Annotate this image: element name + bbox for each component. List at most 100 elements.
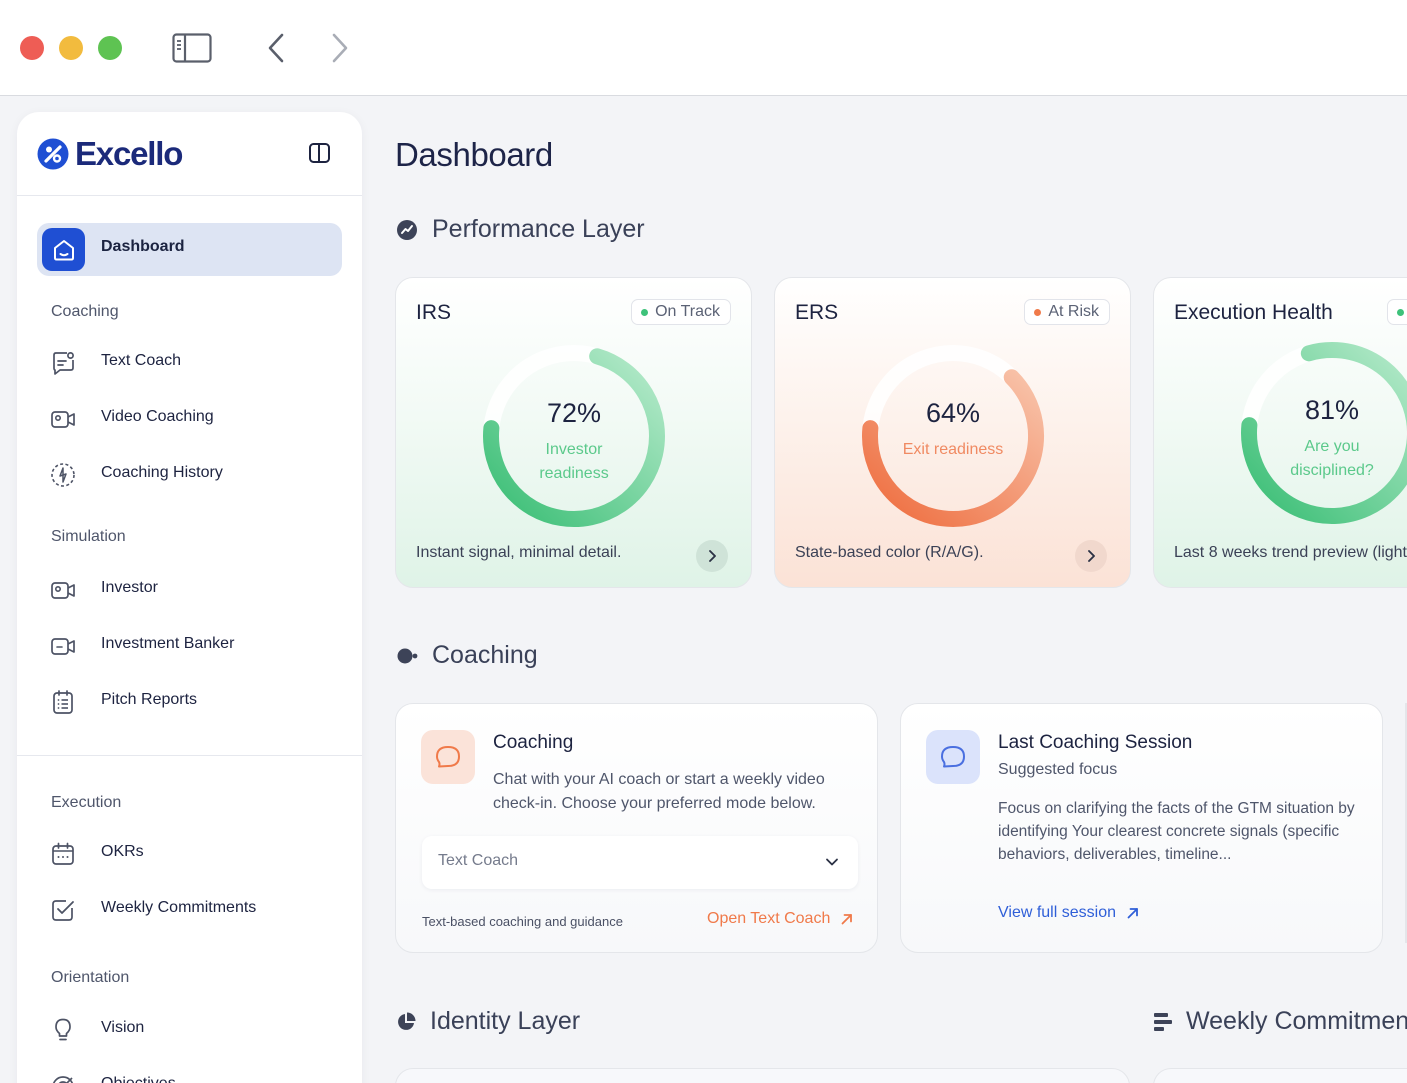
sidebar-section-orientation: Orientation [51,969,130,986]
home-icon [42,228,85,271]
sidebar-item-label: Dashboard [101,238,185,255]
status-badge: At Risk [1024,299,1110,325]
card-title: ERS [795,301,839,324]
view-full-session-link[interactable]: View full session [998,904,1140,922]
open-ers-button[interactable] [1075,540,1107,572]
card-title: Execution Health [1174,301,1333,324]
list-icon [1154,1012,1172,1031]
sidebar-item-text-coach[interactable]: Text Coach [47,342,342,382]
open-text-coach-link[interactable]: Open Text Coach [707,910,854,928]
arrow-up-right-icon [1127,908,1138,919]
maximize-window-button[interactable] [98,36,122,60]
close-window-button[interactable] [20,36,44,60]
sidebar-item-objectives[interactable]: Objectives [47,1065,342,1083]
ers-card[interactable]: ERS At Risk 64% Exit readiness State-bas… [774,277,1131,588]
sidebar-item-okrs[interactable]: OKRs [47,833,342,873]
card-description: Chat with your AI coach or start a weekl… [493,771,825,812]
minimize-window-button[interactable] [59,36,83,60]
section-title: Performance Layer [432,215,645,243]
status-dot [641,308,649,316]
sidebar-toggle-icon[interactable] [172,30,212,66]
coaching-mode-select[interactable]: Text Coach [422,836,858,889]
execution-health-card[interactable]: Execution Health 81% Are you disciplined… [1153,277,1407,588]
sidebar-item-label: Investor [101,579,158,596]
status-dot [1397,308,1404,316]
sidebar-item-vision[interactable]: Vision [47,1009,342,1049]
sidebar-item-pitch-reports[interactable]: Pitch Reports [47,681,342,721]
sidebar-item-label: Vision [101,1019,145,1036]
sidebar: Excello Dashboard Coaching Text Coach Vi… [17,112,362,1083]
history-icon [49,461,77,489]
card-footer-text: State-based color (R/A/G). [795,544,984,561]
calendar-icon [49,840,77,868]
sidebar-item-label: Investment Banker [101,635,235,652]
section-title: Identity Layer [430,1007,581,1035]
collapse-sidebar-icon[interactable] [307,140,333,166]
pie-chart-icon [398,1012,416,1030]
forward-icon[interactable] [320,30,360,66]
sidebar-item-label: OKRs [101,843,144,860]
progress-label: Are you disciplined? [1290,438,1374,479]
sidebar-item-video-coaching[interactable]: Video Coaching [47,398,342,438]
progress-arc [862,369,1044,527]
link-label: View full session [998,904,1116,921]
sidebar-item-label: Coaching History [101,464,223,481]
progress-ring [483,345,665,527]
irs-card[interactable]: IRS On Track 72% Investor readiness Inst… [395,277,752,588]
sidebar-item-label: Video Coaching [101,408,214,425]
performance-gauge-icon [397,219,417,240]
select-value: Text Coach [438,852,519,869]
video-icon [49,632,77,660]
progress-value: 81% [1304,395,1360,425]
chevron-right-icon [1088,550,1095,562]
target-icon [49,1072,77,1083]
back-icon[interactable] [256,30,296,66]
last-session-card: Last Coaching Session Suggested focus Fo… [900,703,1383,953]
open-irs-button[interactable] [696,540,728,572]
sidebar-item-label: Objectives [101,1075,176,1083]
section-identity-layer: Identity Layer [396,1007,580,1036]
mode-description: Text-based coaching and guidance [422,914,623,929]
progress-value: 64% [925,398,981,428]
progress-value: 72% [546,398,602,428]
brand-name: Excello [75,135,183,172]
sidebar-item-coaching-history[interactable]: Coaching History [47,454,342,494]
sidebar-item-weekly-commitments[interactable]: Weekly Commitments [47,889,342,929]
video-icon [49,405,77,433]
progress-ring [862,345,1044,527]
card-footer-text: Last 8 weeks trend preview (light [1174,544,1407,561]
checkbox-icon [49,896,77,924]
status-dot [1034,308,1042,316]
sidebar-item-dashboard[interactable]: Dashboard [37,223,342,276]
card-title: Coaching [493,732,574,753]
status-badge [1387,299,1407,325]
divider [17,195,362,196]
chevron-down-icon [826,858,838,866]
weekly-commitment-card [1153,1068,1407,1083]
sidebar-section-execution: Execution [51,794,122,811]
chevron-right-icon [709,550,716,562]
chat-bubble-icon [926,730,980,784]
sidebar-item-investment-banker[interactable]: Investment Banker [47,625,342,665]
arrow-up-right-icon [841,914,853,925]
progress-label: Investor readiness [539,441,609,482]
status-badge: On Track [631,299,731,325]
progress-arc [483,348,665,527]
excello-logo-icon [37,138,69,170]
sidebar-item-label: Text Coach [101,352,182,369]
sidebar-item-investor[interactable]: Investor [47,569,342,609]
section-coaching: Coaching [396,641,538,670]
section-title: Coaching [432,641,538,669]
chat-icon [49,349,77,377]
sidebar-section-simulation: Simulation [51,528,126,545]
coaching-icon [397,648,418,663]
progress-ring [1241,342,1407,524]
video-icon [49,576,77,604]
progress-label: Exit readiness [902,441,1004,458]
sidebar-section-coaching: Coaching [51,303,119,320]
card-subtitle: Suggested focus [998,761,1118,778]
status-label: On Track [655,303,720,320]
brand-logo[interactable]: Excello [37,134,183,174]
window-titlebar [0,0,1407,96]
card-footer-text: Instant signal, minimal detail. [416,544,622,561]
